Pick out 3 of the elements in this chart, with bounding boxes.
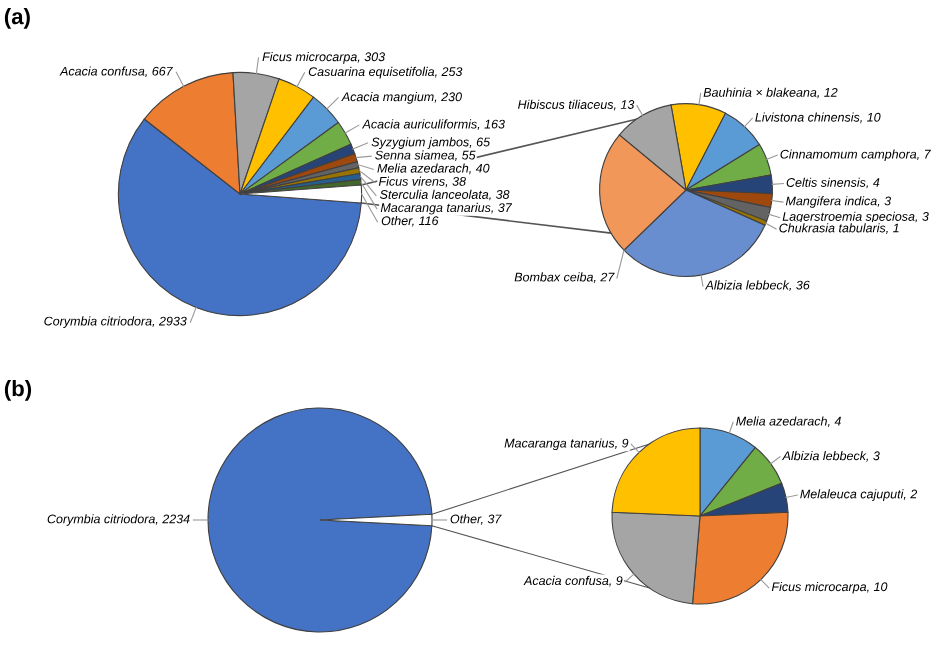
chart-title: (b) bbox=[4, 380, 32, 401]
chart-title: (a) bbox=[4, 8, 30, 29]
pie-slice bbox=[207, 407, 433, 633]
